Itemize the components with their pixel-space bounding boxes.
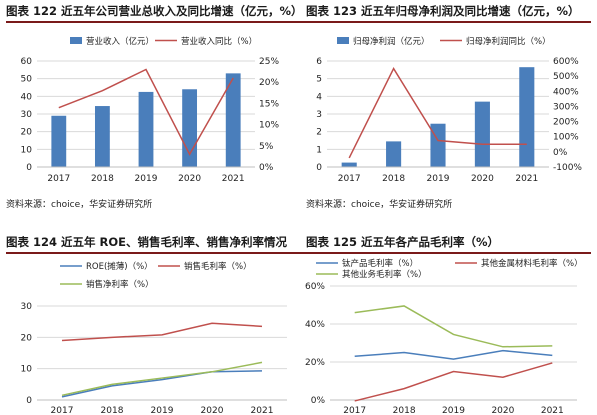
- x-tick-label: 2019: [151, 406, 174, 415]
- y-tick-label: 60%: [305, 282, 325, 292]
- chart-124-title: 图表 124 近五年 ROE、销售毛利率、销售净利率情况: [6, 235, 288, 249]
- y-tick-right: 25%: [259, 57, 279, 67]
- y-tick-left: 0: [316, 163, 322, 173]
- series-line-1: [61, 322, 263, 342]
- y-tick-label: 10: [21, 365, 33, 375]
- legend-label-2: 销售净利率（%）: [86, 279, 154, 290]
- x-tick-label: 2020: [201, 406, 224, 415]
- series-line-2: [61, 361, 263, 397]
- y-tick-right: 100%: [553, 133, 579, 143]
- chart-123-net-profit: 0 1 2 3 4 5 6 -100% 0% 100% 200% 300% 400% 500% 600% 20…: [316, 36, 582, 184]
- y-tick-right: 300%: [553, 102, 579, 112]
- x-tick-label: 2018: [101, 406, 124, 415]
- y-tick-left: 40: [21, 92, 33, 102]
- y-tick-left: 50: [21, 75, 33, 85]
- series-line-growth: [348, 67, 527, 159]
- bar-2021: [519, 67, 535, 167]
- legend-swatch-bar: [337, 37, 349, 44]
- x-tick-label: 2018: [393, 406, 416, 415]
- bar-2018: [386, 141, 402, 167]
- x-tick-label: 2021: [251, 406, 274, 415]
- bar-2018: [94, 106, 110, 167]
- y-tick-left: 60: [21, 57, 33, 67]
- legend-label-line: 营业收入同比（%）: [181, 36, 257, 47]
- legend-label-0: 钛产品毛利率（%）: [342, 258, 418, 269]
- y-tick-left: 30: [21, 110, 33, 120]
- y-tick-label: 30: [21, 302, 33, 312]
- y-tick-left: 6: [316, 57, 322, 67]
- legend-label-1: 销售毛利率（%）: [184, 261, 252, 272]
- y-tick-right: 10%: [259, 121, 279, 131]
- x-tick-label: 2019: [442, 406, 465, 415]
- x-tick-label: 2021: [541, 406, 564, 415]
- x-tick-label: 2017: [51, 406, 74, 415]
- y-tick-right: -100%: [553, 163, 582, 173]
- x-tick-label: 2018: [91, 174, 114, 184]
- bar-2017: [341, 162, 357, 167]
- y-tick-left: 3: [316, 110, 322, 120]
- x-tick-label: 2017: [343, 406, 366, 415]
- y-tick-label: 0%: [311, 396, 326, 406]
- y-tick-left: 10: [21, 145, 33, 155]
- series-line-1: [354, 362, 553, 402]
- chart-125-title: 图表 125 近五年各产品毛利率（%）: [306, 235, 500, 249]
- y-tick-left: 4: [316, 92, 322, 102]
- chart-122-title: 图表 122 近五年公司营业总收入及同比增速（亿元，%）: [6, 4, 302, 18]
- legend-label-2: 其他业务毛利率（%）: [342, 269, 427, 280]
- y-tick-label: 0: [26, 396, 32, 406]
- x-tick-label: 2017: [338, 174, 361, 184]
- x-tick-label: 2020: [471, 174, 494, 184]
- y-tick-right: 600%: [553, 57, 579, 67]
- y-tick-left: 20: [21, 128, 33, 138]
- series-line-0: [354, 349, 553, 360]
- y-tick-right: 400%: [553, 87, 579, 97]
- y-tick-label: 20: [21, 333, 33, 343]
- y-tick-right: 20%: [259, 78, 279, 88]
- x-tick-label: 2018: [382, 174, 405, 184]
- bar-2020: [474, 101, 490, 167]
- y-tick-label: 20%: [305, 358, 325, 368]
- series-line-0: [61, 370, 263, 398]
- legend-swatch-bar: [70, 37, 82, 44]
- series-line-growth: [58, 68, 234, 156]
- chart-124-roe-margins: 0 10 20 30 2017 2018 2019 2020 2021 ROE(摊薄)（%） 销售毛…: [21, 261, 287, 415]
- bar-2019: [138, 91, 154, 167]
- y-tick-right: 0%: [259, 163, 274, 173]
- x-tick-label: 2021: [222, 174, 245, 184]
- legend-label-0: ROE(摊薄)（%）: [86, 261, 153, 272]
- x-tick-label: 2020: [178, 174, 201, 184]
- chart-125-product-margins: 0% 20% 40% 60% 2017 2018 2019 2020 2021 钛产品毛利率（%）…: [305, 258, 583, 415]
- bar-2019: [430, 123, 446, 167]
- y-tick-left: 0: [26, 163, 32, 173]
- y-tick-left: 2: [316, 128, 322, 138]
- title-rule-top: [6, 21, 591, 23]
- y-tick-right: 500%: [553, 72, 579, 82]
- y-tick-right: 200%: [553, 118, 579, 128]
- x-tick-label: 2017: [47, 174, 70, 184]
- bar-2021: [225, 73, 241, 167]
- y-tick-label: 40%: [305, 320, 325, 330]
- x-tick-label: 2021: [515, 174, 538, 184]
- chart-123-source: 资料来源：choice，华安证券研究所: [306, 200, 453, 210]
- x-tick-label: 2019: [135, 174, 158, 184]
- y-tick-right: 15%: [259, 99, 279, 109]
- y-tick-right: 5%: [259, 142, 274, 152]
- chart-122-source: 资料来源：choice，华安证券研究所: [6, 200, 153, 210]
- chart-123-title: 图表 123 近五年归母净利润及同比增速（亿元，%）: [306, 4, 580, 18]
- y-tick-left: 1: [316, 145, 322, 155]
- x-tick-label: 2020: [491, 406, 514, 415]
- bar-2017: [51, 115, 67, 167]
- title-rule-bottom: [6, 252, 591, 254]
- legend-label-bar: 营业收入（亿元）: [86, 36, 154, 47]
- y-tick-left: 5: [316, 75, 322, 85]
- legend-label-bar: 归母净利润（亿元）: [353, 36, 430, 47]
- x-tick-label: 2019: [427, 174, 450, 184]
- legend-label-line: 归母净利润同比（%）: [466, 36, 551, 47]
- y-tick-right: 0%: [553, 148, 568, 158]
- series-line-2: [354, 305, 553, 348]
- legend-label-1: 其他金属材料毛利率（%）: [481, 258, 583, 269]
- chart-122-revenue: 0 10 20 30 40 50 60 0% 5% 10% 15% 20% 25% 2017 2018 201…: [21, 36, 280, 184]
